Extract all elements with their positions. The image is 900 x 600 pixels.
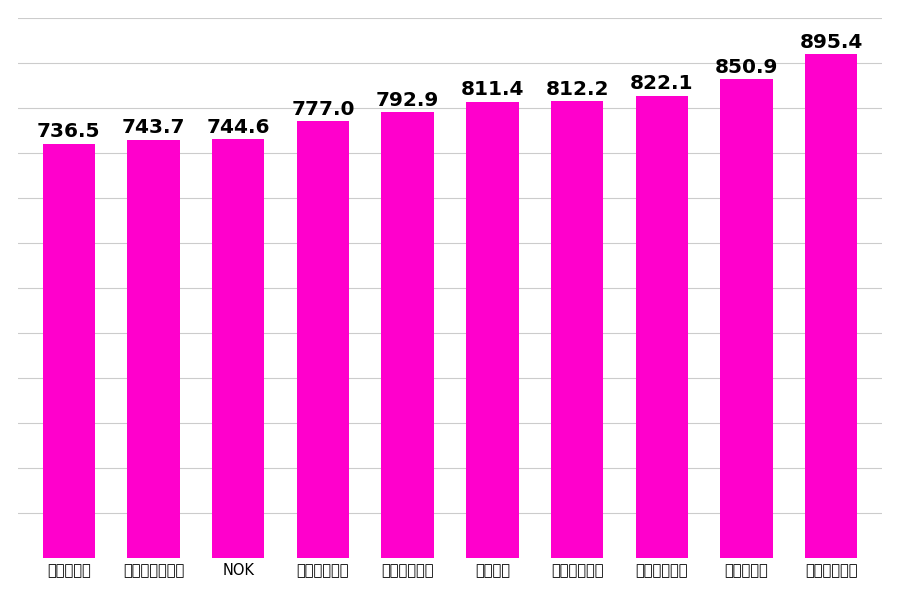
Bar [805,55,858,558]
Text: 744.6: 744.6 [206,118,270,137]
Bar [466,101,518,558]
Text: 777.0: 777.0 [292,100,355,119]
Text: 812.2: 812.2 [545,80,608,99]
Text: 895.4: 895.4 [799,33,863,52]
Bar [720,79,773,558]
Bar [297,121,349,558]
Text: 811.4: 811.4 [461,80,524,100]
Bar [635,95,688,558]
Text: 850.9: 850.9 [715,58,778,77]
Bar [42,144,95,558]
Text: 792.9: 792.9 [376,91,439,110]
Bar [212,139,265,558]
Bar [127,140,180,558]
Text: 736.5: 736.5 [37,122,101,142]
Bar [382,112,434,558]
Bar [551,101,603,558]
Text: 743.7: 743.7 [122,118,185,137]
Text: 822.1: 822.1 [630,74,694,94]
